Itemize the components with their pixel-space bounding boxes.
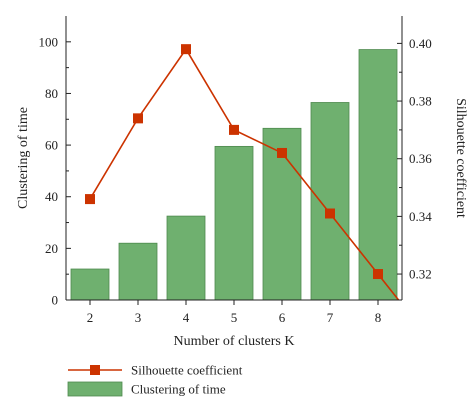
axes: 0 20 40 60 80 100 0.32 0.34 0.36 0.38 0.40 2 3 4 5 6 7 8 N… [16, 16, 468, 349]
plot-area [70, 44, 400, 301]
left-tick-label: 80 [45, 86, 58, 101]
left-tick-label: 100 [39, 34, 59, 49]
legend-marker-swatch [90, 365, 100, 375]
silhouette-marker-5 [229, 124, 239, 135]
x-tick-label: 6 [279, 310, 286, 325]
bar-4 [166, 215, 206, 301]
left-tick-label: 60 [45, 138, 58, 153]
left-tick-label: 0 [52, 293, 59, 308]
x-tick-label: 7 [327, 310, 334, 325]
legend-bar-swatch [67, 381, 123, 397]
left-axis-title: Clustering of time [16, 107, 31, 209]
silhouette-marker-7 [325, 208, 335, 219]
right-tick-label: 0.36 [409, 151, 432, 166]
bar-3 [118, 242, 158, 301]
bar-7 [310, 102, 350, 301]
x-tick-label: 5 [231, 310, 238, 325]
left-tick-label: 20 [45, 241, 58, 256]
right-tick-label: 0.34 [409, 209, 432, 224]
silhouette-marker-4 [181, 44, 191, 55]
right-axis-title: Silhouette coefficient [453, 98, 468, 218]
legend-label-silhouette: Silhouette coefficient [131, 363, 243, 378]
x-tick-label: 4 [183, 310, 190, 325]
right-tick-label: 0.32 [409, 267, 432, 282]
bar-2 [70, 268, 110, 301]
bar-8 [358, 49, 398, 301]
silhouette-marker-8 [373, 269, 383, 280]
legend: Silhouette coefficient Clustering of time [67, 363, 243, 397]
silhouette-marker-6 [277, 147, 287, 158]
silhouette-line [89, 47, 400, 300]
legend-label-clustering: Clustering of time [131, 382, 226, 397]
silhouette-marker-3 [133, 113, 143, 124]
x-tick-label: 2 [87, 310, 94, 325]
x-axis-title: Number of clusters K [174, 334, 295, 349]
right-tick-label: 0.38 [409, 94, 432, 109]
bar-5 [214, 145, 254, 301]
x-tick-label: 8 [375, 310, 382, 325]
x-tick-label: 3 [135, 310, 142, 325]
left-tick-label: 40 [45, 189, 58, 204]
right-tick-label: 0.40 [409, 36, 432, 51]
silhouette-marker-2 [85, 194, 95, 205]
